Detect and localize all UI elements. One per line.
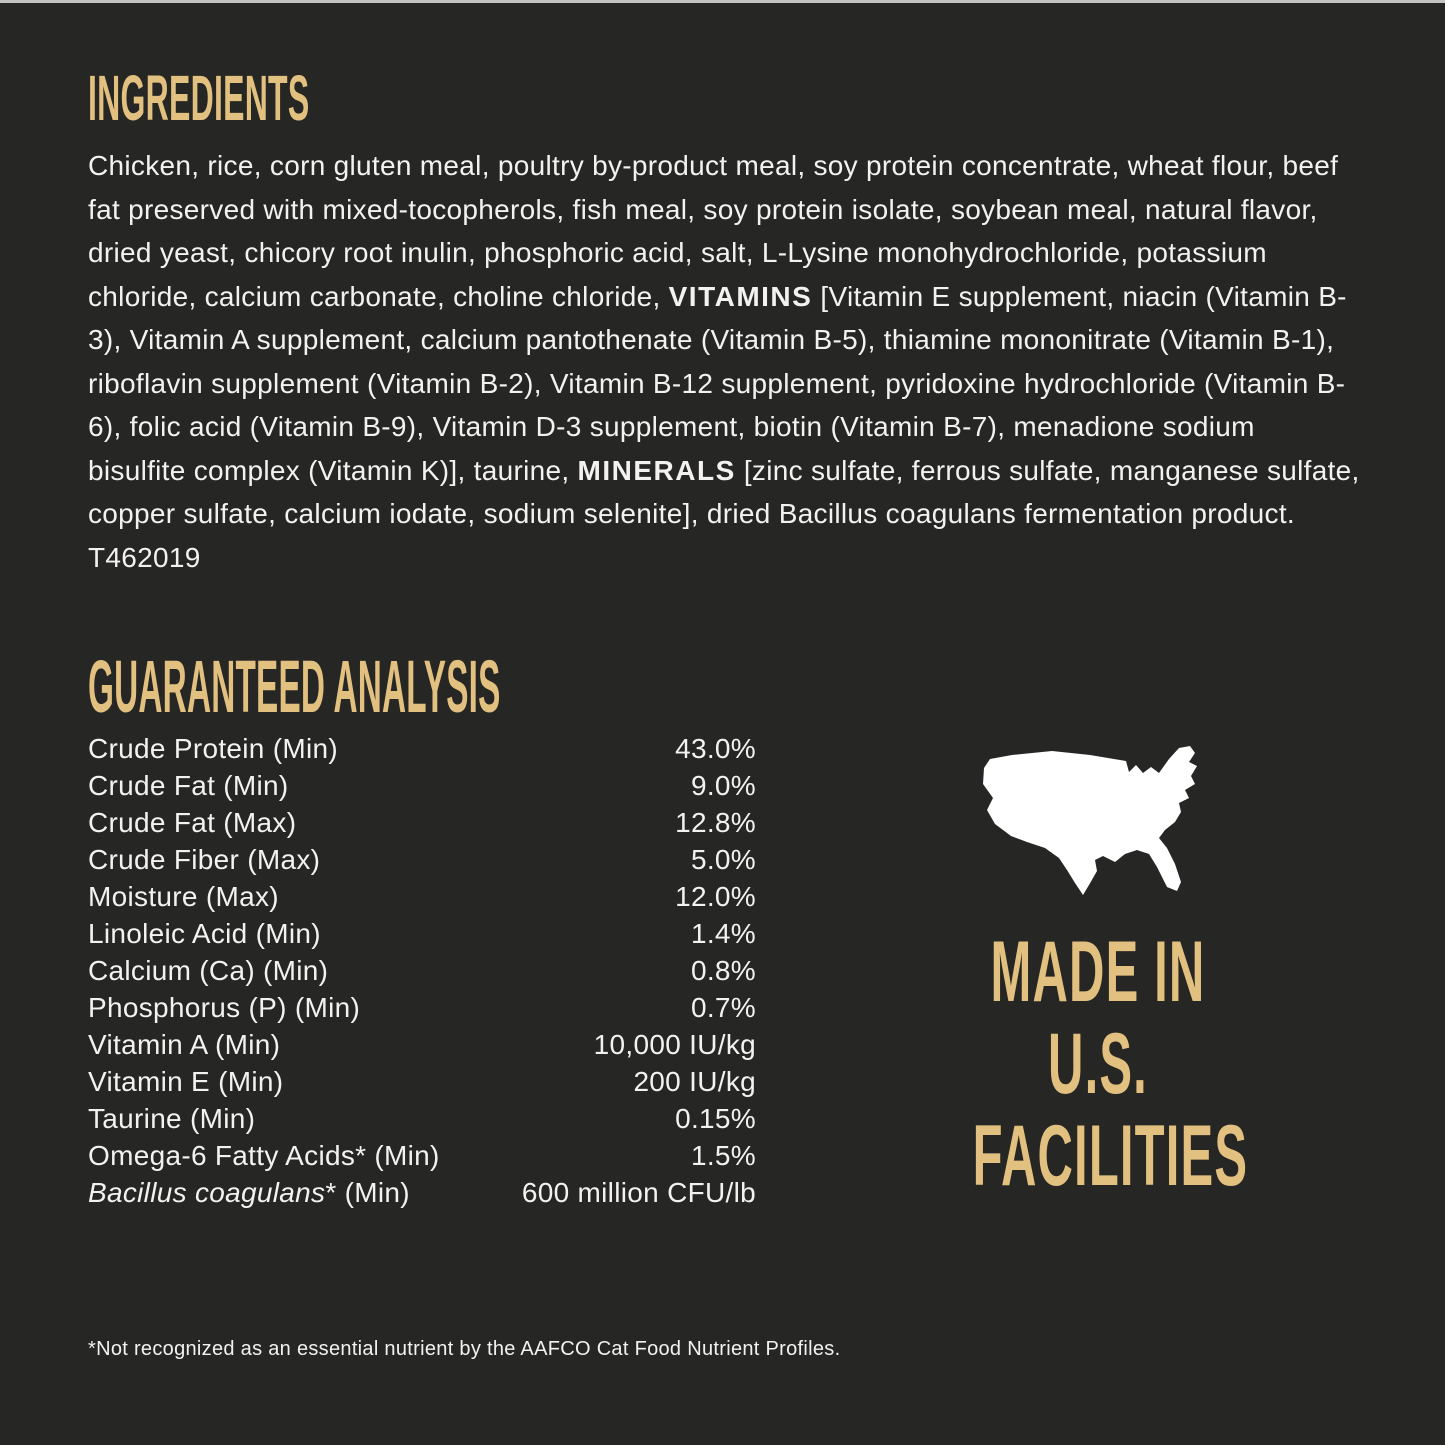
analysis-label: Linoleic Acid (Min) bbox=[88, 918, 321, 949]
analysis-value: 12.0% bbox=[675, 881, 756, 912]
analysis-value: 5.0% bbox=[690, 844, 756, 875]
analysis-value: 0.8% bbox=[690, 955, 756, 986]
made-in-line-2: U.S. bbox=[1048, 1016, 1148, 1112]
analysis-label: Taurine (Min) bbox=[88, 1103, 256, 1134]
analysis-label-italic: Bacillus coagulans bbox=[88, 1177, 326, 1208]
analysis-row: Crude Protein (Min) 43.0% bbox=[88, 730, 756, 767]
analysis-label: Calcium (Ca) (Min) bbox=[88, 955, 329, 986]
analysis-label: Crude Fat (Min) bbox=[88, 770, 289, 801]
analysis-row: Linoleic Acid (Min) 1.4% bbox=[88, 915, 756, 952]
made-in-us-block: MADE IN U.S. FACILITIES bbox=[878, 746, 1318, 1202]
usa-map-icon bbox=[983, 746, 1197, 895]
analysis-row: Moisture (Max) 12.0% bbox=[88, 878, 756, 915]
analysis-value: 600 million CFU/lb bbox=[521, 1177, 756, 1208]
vitamins-label: VITAMINS bbox=[668, 280, 813, 312]
ingredients-text-part-2: [Vitamin E supplement, niacin (Vitamin B… bbox=[88, 280, 1347, 486]
ingredients-text: Chicken, rice, corn gluten meal, poultry… bbox=[88, 144, 1360, 536]
analysis-label: Crude Protein (Min) bbox=[88, 733, 339, 764]
analysis-label: Vitamin A (Min) bbox=[88, 1029, 281, 1060]
guaranteed-analysis-table: Crude Protein (Min) 43.0% Crude Fat (Min) 9… bbox=[88, 730, 758, 1211]
analysis-value: 200 IU/kg bbox=[633, 1066, 756, 1097]
analysis-value: 1.4% bbox=[690, 918, 756, 949]
analysis-label: Crude Fat (Max) bbox=[88, 807, 297, 838]
analysis-value: 10,000 IU/kg bbox=[593, 1029, 756, 1060]
guaranteed-analysis-section: GUARANTEED ANALYSIS Crude Protein (Min) 4… bbox=[88, 650, 758, 1211]
analysis-row: Vitamin E (Min) 200 IU/kg bbox=[88, 1063, 756, 1100]
analysis-value: 9.0% bbox=[690, 770, 756, 801]
analysis-row: Crude Fat (Max) 12.8% bbox=[88, 804, 756, 841]
analysis-row: Crude Fat (Min) 9.0% bbox=[88, 767, 756, 804]
made-in-text: MADE IN U.S. FACILITIES bbox=[878, 926, 1318, 1202]
minerals-label: MINERALS bbox=[577, 454, 736, 486]
analysis-label: Crude Fiber (Max) bbox=[88, 844, 321, 875]
ingredients-text-part-1: Chicken, rice, corn gluten meal, poultry… bbox=[88, 150, 1339, 312]
top-edge-line bbox=[0, 0, 1445, 3]
analysis-label: Phosphorus (P) (Min) bbox=[88, 992, 361, 1023]
analysis-row: Bacillus coagulans* (Min) 600 million CFU… bbox=[88, 1174, 756, 1211]
analysis-label: Vitamin E (Min) bbox=[88, 1066, 284, 1097]
analysis-label: Moisture (Max) bbox=[88, 881, 279, 912]
ingredients-section: INGREDIENTS Chicken, rice, corn gluten m… bbox=[88, 66, 1360, 579]
ingredients-text-part-3: [zinc sulfate, ferrous sulfate, manganes… bbox=[88, 454, 1360, 530]
analysis-value: 1.5% bbox=[690, 1140, 756, 1171]
analysis-row: Crude Fiber (Max) 5.0% bbox=[88, 841, 756, 878]
analysis-value: 43.0% bbox=[675, 733, 756, 764]
analysis-value: 12.8% bbox=[675, 807, 756, 838]
analysis-value: 0.15% bbox=[675, 1103, 756, 1134]
guaranteed-analysis-heading: GUARANTEED ANALYSIS bbox=[88, 645, 501, 728]
analysis-label: Bacillus coagulans* (Min) bbox=[88, 1177, 410, 1208]
analysis-row: Calcium (Ca) (Min) 0.8% bbox=[88, 952, 756, 989]
made-in-line-3: FACILITIES bbox=[972, 1108, 1249, 1204]
analysis-row: Phosphorus (P) (Min) 0.7% bbox=[88, 989, 756, 1026]
analysis-row: Taurine (Min) 0.15% bbox=[88, 1100, 756, 1137]
footnote: *Not recognized as an essential nutrient… bbox=[88, 1338, 841, 1360]
product-code: T462019 bbox=[88, 541, 201, 573]
analysis-row: Omega-6 Fatty Acids* (Min) 1.5% bbox=[88, 1137, 756, 1174]
analysis-label: Omega-6 Fatty Acids* (Min) bbox=[88, 1140, 440, 1171]
made-in-line-1: MADE IN bbox=[990, 924, 1206, 1020]
ingredients-heading: INGREDIENTS bbox=[88, 62, 310, 134]
analysis-row: Vitamin A (Min) 10,000 IU/kg bbox=[88, 1026, 756, 1063]
analysis-value: 0.7% bbox=[690, 992, 756, 1023]
